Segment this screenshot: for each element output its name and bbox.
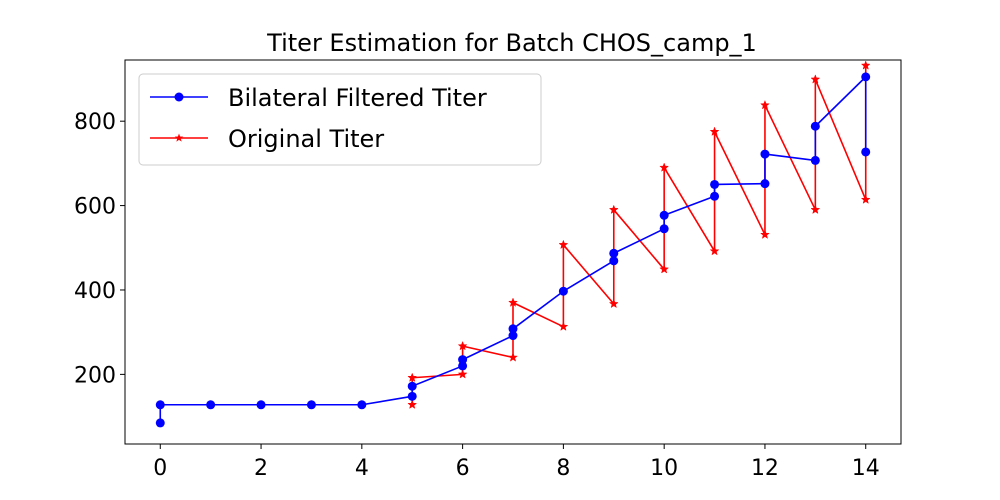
filtered-titer-point bbox=[609, 248, 619, 258]
filtered-titer-point bbox=[810, 155, 820, 165]
filtered-titer-point bbox=[710, 179, 720, 189]
filtered-titer-point bbox=[508, 324, 518, 334]
legend-marker-filtered bbox=[174, 92, 184, 102]
original-titer-point bbox=[759, 99, 770, 110]
original-titer-point bbox=[407, 372, 418, 382]
filtered-titer-point bbox=[760, 179, 770, 189]
x-axis: 0 2 4 6 8 10 12 14 bbox=[153, 444, 880, 481]
x-tick-label: 6 bbox=[456, 456, 470, 481]
original-titer-point bbox=[407, 399, 418, 409]
filtered-titer-point bbox=[458, 355, 468, 365]
filtered-titer-point bbox=[256, 400, 266, 410]
filtered-titer-point bbox=[306, 400, 316, 410]
original-titer-point bbox=[508, 352, 518, 362]
filtered-titer-point bbox=[861, 72, 871, 82]
original-titer-point bbox=[558, 321, 569, 331]
original-titer-line bbox=[411, 65, 867, 405]
original-titer-point bbox=[608, 204, 619, 215]
filtered-titer-point bbox=[760, 149, 770, 159]
filtered-titer-point bbox=[407, 391, 417, 401]
filtered-titer-point bbox=[508, 331, 518, 341]
y-axis: 200 400 600 800 bbox=[74, 110, 125, 388]
filtered-titer-point bbox=[710, 191, 720, 201]
x-tick-label: 4 bbox=[355, 456, 369, 481]
original-titer-point bbox=[860, 60, 871, 70]
filtered-titer-point bbox=[810, 121, 820, 131]
original-titer-point bbox=[457, 369, 468, 379]
legend: Bilateral Filtered Titer Original Titer bbox=[138, 73, 542, 166]
plot-area-frame bbox=[124, 59, 902, 445]
x-tick-label: 2 bbox=[254, 456, 268, 481]
original-titer-point bbox=[608, 298, 619, 309]
original-titer-point bbox=[659, 162, 670, 172]
x-tick-label: 8 bbox=[556, 456, 570, 481]
y-tick-label: 200 bbox=[74, 363, 116, 388]
chart-title: Titer Estimation for Batch CHOS_camp_1 bbox=[266, 29, 757, 57]
filtered-titer-point bbox=[609, 256, 619, 266]
original-titer-point bbox=[457, 340, 468, 351]
filtered-titer-point bbox=[458, 361, 468, 371]
x-tick-label: 14 bbox=[852, 456, 880, 481]
y-tick-label: 400 bbox=[74, 279, 116, 304]
x-tick-label: 0 bbox=[153, 456, 167, 481]
filtered-titer-point bbox=[861, 147, 871, 157]
original-titer-point bbox=[558, 239, 569, 250]
y-tick-label: 800 bbox=[74, 110, 116, 135]
filtered-titer-point bbox=[659, 210, 669, 220]
filtered-titer-point bbox=[659, 224, 669, 234]
original-titer-point bbox=[810, 204, 821, 215]
series-layer bbox=[155, 60, 871, 428]
original-titer-point bbox=[709, 245, 720, 256]
legend-label-original: Original Titer bbox=[228, 125, 384, 153]
legend-marker-original bbox=[174, 133, 184, 142]
original-titer-point bbox=[709, 126, 720, 136]
y-tick-label: 600 bbox=[74, 195, 116, 220]
original-titer-point bbox=[860, 194, 871, 204]
x-tick-label: 10 bbox=[650, 456, 678, 481]
filtered-titer-point bbox=[558, 286, 568, 296]
filtered-titer-point bbox=[407, 381, 417, 391]
legend-label-filtered: Bilateral Filtered Titer bbox=[228, 84, 487, 112]
original-titer-point bbox=[659, 264, 670, 274]
original-titer-point bbox=[508, 297, 518, 307]
filtered-titer-point bbox=[357, 400, 367, 410]
filtered-titer-point bbox=[155, 400, 165, 410]
legend-box bbox=[138, 73, 542, 166]
filtered-titer-point bbox=[155, 418, 165, 428]
filtered-titer-point bbox=[206, 400, 216, 410]
x-tick-label: 12 bbox=[751, 456, 779, 481]
original-titer-point bbox=[759, 229, 770, 239]
original-titer-point bbox=[810, 74, 821, 84]
